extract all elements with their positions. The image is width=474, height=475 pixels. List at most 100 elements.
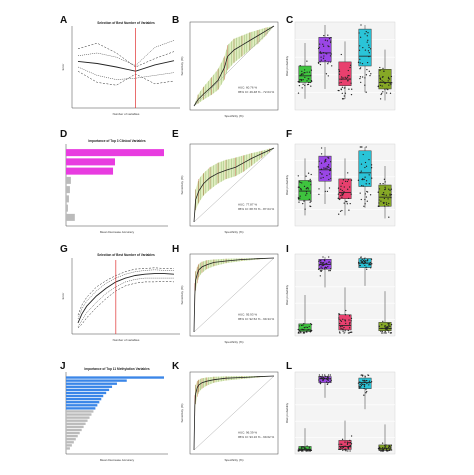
jitter-point: [387, 198, 389, 200]
jitter-point: [364, 381, 366, 383]
jitter-point: [319, 377, 322, 380]
jitter-point: [327, 378, 329, 380]
jitter-point: [388, 84, 390, 86]
jitter-point: [382, 450, 385, 452]
panel-label: H: [172, 244, 179, 255]
jitter-point: [299, 331, 302, 333]
jitter-point: [307, 449, 309, 451]
jitter-point: [323, 55, 325, 57]
jitter-point: [303, 329, 305, 331]
jitter-point: [309, 201, 311, 203]
jitter-point: [380, 81, 382, 83]
jitter-point: [366, 262, 368, 264]
jitter-point: [381, 448, 384, 450]
importance-bar: [66, 410, 94, 413]
jitter-point: [326, 190, 329, 193]
jitter-point: [390, 188, 393, 190]
jitter-point: [341, 438, 344, 440]
jitter-point: [342, 98, 344, 100]
jitter-point: [350, 93, 353, 96]
jitter-point: [364, 203, 366, 205]
jitter-point: [302, 79, 304, 81]
jitter-point: [384, 188, 386, 191]
jitter-point: [318, 376, 320, 378]
jitter-point: [349, 322, 351, 324]
jitter-point: [349, 78, 351, 80]
jitter-point: [379, 98, 382, 100]
jitter-point: [365, 196, 368, 198]
panel-label: G: [60, 244, 68, 255]
jitter-point: [384, 328, 387, 330]
jitter-point: [329, 374, 332, 376]
jitter-point: [380, 450, 382, 452]
jitter-point: [390, 449, 393, 451]
jitter-point: [347, 69, 349, 72]
jitter-point: [309, 180, 312, 183]
jitter-point: [299, 195, 301, 197]
jitter-point: [365, 392, 367, 394]
jitter-point: [383, 332, 385, 334]
jitter-point: [322, 377, 324, 379]
jitter-point: [357, 179, 360, 181]
jitter-point: [384, 82, 387, 84]
jitter-point: [326, 174, 328, 177]
jitter-point: [326, 167, 328, 169]
jitter-point: [298, 181, 300, 183]
jitter-point: [364, 176, 366, 178]
jitter-point: [370, 167, 373, 169]
rfe-line: [77, 267, 174, 316]
importance-bar: [66, 394, 104, 398]
y-axis-label: Error: [61, 64, 65, 71]
jitter-point: [297, 328, 299, 331]
jitter-point: [348, 319, 350, 321]
jitter-point: [322, 43, 324, 45]
panel-label: F: [286, 129, 292, 140]
jitter-point: [381, 332, 383, 334]
jitter-point: [387, 205, 389, 207]
jitter-point: [348, 209, 350, 211]
jitter-point: [385, 92, 388, 94]
jitter-point: [319, 61, 321, 63]
jitter-point: [338, 331, 341, 333]
jitter-point: [340, 326, 342, 328]
jitter-point: [370, 267, 372, 269]
jitter-point: [366, 200, 368, 202]
y-axis-label: Risk probability: [285, 174, 289, 195]
jitter-point: [384, 326, 386, 328]
importance-bar: [66, 407, 96, 410]
jitter-point: [338, 68, 340, 71]
jitter-point: [321, 262, 323, 264]
jitter-point: [360, 260, 363, 262]
jitter-point: [327, 164, 330, 166]
jitter-point: [320, 59, 322, 61]
jitter-point: [320, 147, 323, 149]
jitter-point: [364, 161, 367, 164]
jitter-point: [390, 197, 392, 199]
jitter-point: [387, 325, 389, 328]
jitter-point: [303, 71, 305, 74]
jitter-point: [368, 52, 370, 54]
jitter-point: [300, 78, 303, 81]
jitter-point: [390, 446, 392, 448]
jitter-point: [364, 376, 366, 378]
jitter-point: [330, 169, 332, 171]
jitter-point: [317, 166, 320, 168]
jitter-point: [298, 450, 300, 452]
jitter-point: [384, 446, 387, 448]
panel-k: K AUC: 96.39 %95% CI: 93.16 % - 99.62 % Sp…: [172, 361, 279, 462]
x-axis-label: Number of variables: [113, 338, 140, 342]
jitter-point: [338, 443, 340, 445]
jitter-point: [390, 331, 392, 334]
jitter-point: [386, 447, 388, 450]
jitter-point: [322, 176, 324, 179]
jitter-point: [338, 213, 340, 215]
jitter-point: [350, 193, 352, 195]
jitter-point: [319, 267, 321, 270]
importance-bar: [66, 419, 88, 422]
jitter-point: [308, 71, 311, 73]
jitter-point: [320, 382, 322, 384]
jitter-point: [359, 146, 361, 148]
jitter-point: [366, 41, 368, 43]
jitter-point: [365, 146, 367, 148]
jitter-point: [358, 385, 360, 387]
